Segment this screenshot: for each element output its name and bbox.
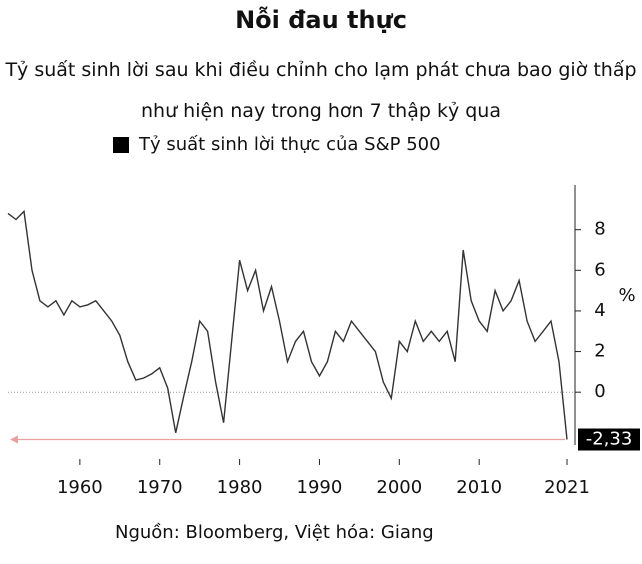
y-tick-label: 8 xyxy=(594,219,605,240)
x-tick-label: 1960 xyxy=(57,477,103,498)
y-tick-label: 6 xyxy=(594,259,605,280)
x-tick-label: 2010 xyxy=(456,477,502,498)
x-tick-label: 1980 xyxy=(217,477,263,498)
x-tick-label: 1990 xyxy=(297,477,343,498)
legend: Tỷ suất sinh lời thực của S&P 500 xyxy=(113,134,441,155)
annotation-box xyxy=(578,428,640,451)
y-tick-label: 2 xyxy=(594,341,605,362)
legend-label: Tỷ suất sinh lời thực của S&P 500 xyxy=(139,134,441,155)
y-tick-label: 4 xyxy=(594,300,605,321)
annotation-label: -2,33 xyxy=(586,429,633,450)
x-tick-label: 1970 xyxy=(137,477,183,498)
chart-title: Nỗi đau thực xyxy=(235,6,407,34)
chart-subtitle: Tỷ suất sinh lời sau khi điều chỉnh cho … xyxy=(5,59,637,122)
y-axis-label: % xyxy=(618,285,635,306)
y-tick-label: 0 xyxy=(594,381,605,402)
x-tick-label: 2000 xyxy=(376,477,422,498)
arrow-head xyxy=(10,435,18,444)
legend-swatch xyxy=(113,136,129,153)
series-line xyxy=(7,209,568,440)
source: Nguồn: Bloomberg, Việt hóa: Giang xyxy=(115,522,434,543)
x-tick-label: 2021 xyxy=(544,477,590,498)
